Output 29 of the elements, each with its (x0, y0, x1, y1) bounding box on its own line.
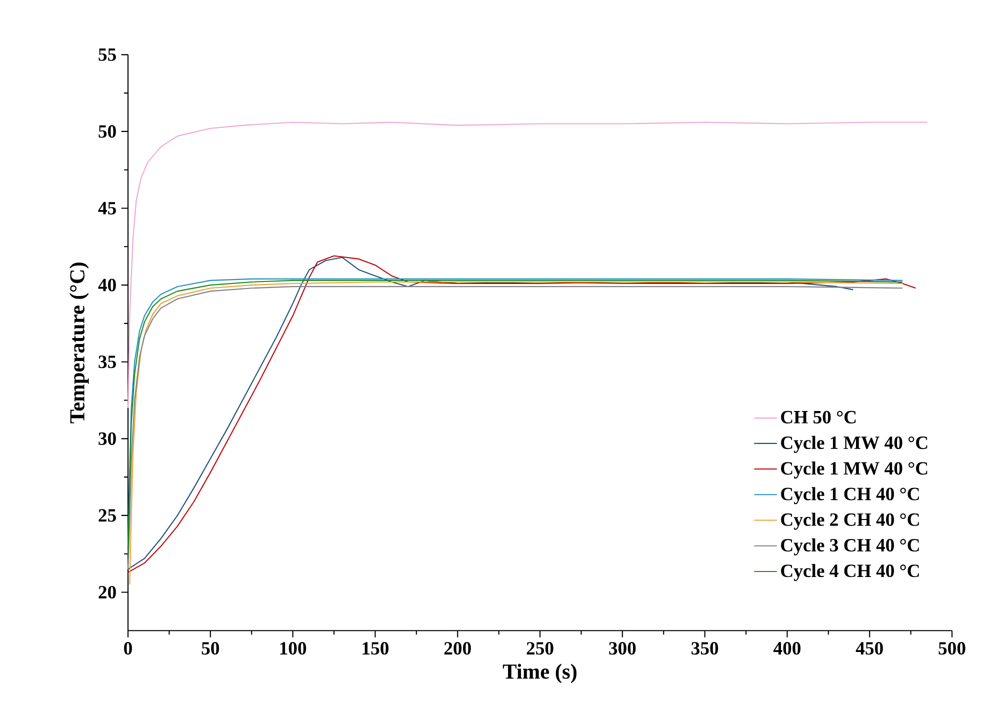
line-series (127, 122, 928, 409)
y-tick-label: 40 (98, 278, 116, 292)
legend-label: Cycle 4 CH 40 °C (781, 564, 919, 582)
legend-label: Cycle 1 MW 40 °C (781, 462, 928, 479)
legend-label: Cycle 2 CH 40 °C (781, 512, 919, 530)
x-tick-label: 500 (938, 642, 966, 655)
x-tick-label: 150 (362, 642, 388, 655)
x-tick-label: 200 (444, 642, 471, 655)
y-tick-label: 45 (98, 202, 116, 215)
legend-label: CH 50 °C (781, 411, 856, 424)
legend-label: Cycle 1 MW 40 °C (781, 436, 928, 454)
x-axis-title: Time (s) (502, 664, 576, 684)
y-tick-label: 35 (98, 356, 116, 368)
legend-label: Cycle 1 CH 40 °C (781, 487, 919, 504)
y-tick-label: 20 (98, 586, 116, 599)
x-tick-label: 250 (526, 642, 554, 655)
y-tick-label: 55 (98, 48, 116, 62)
x-tick-label: 100 (280, 642, 306, 655)
y-tick-label: 25 (98, 509, 116, 522)
y-tick-label: 50 (98, 125, 116, 138)
y-axis-title: Temperature (°C) (69, 262, 89, 424)
x-tick-label: 450 (856, 642, 883, 655)
x-tick-label: 350 (692, 642, 718, 655)
y-tick-label: 30 (98, 432, 116, 446)
x-tick-label: 50 (202, 642, 220, 655)
legend-label: Cycle 3 CH 40 °C (781, 538, 919, 556)
x-tick-label: 0 (124, 642, 132, 655)
x-tick-label: 400 (773, 642, 800, 655)
x-tick-label: 300 (609, 642, 636, 655)
